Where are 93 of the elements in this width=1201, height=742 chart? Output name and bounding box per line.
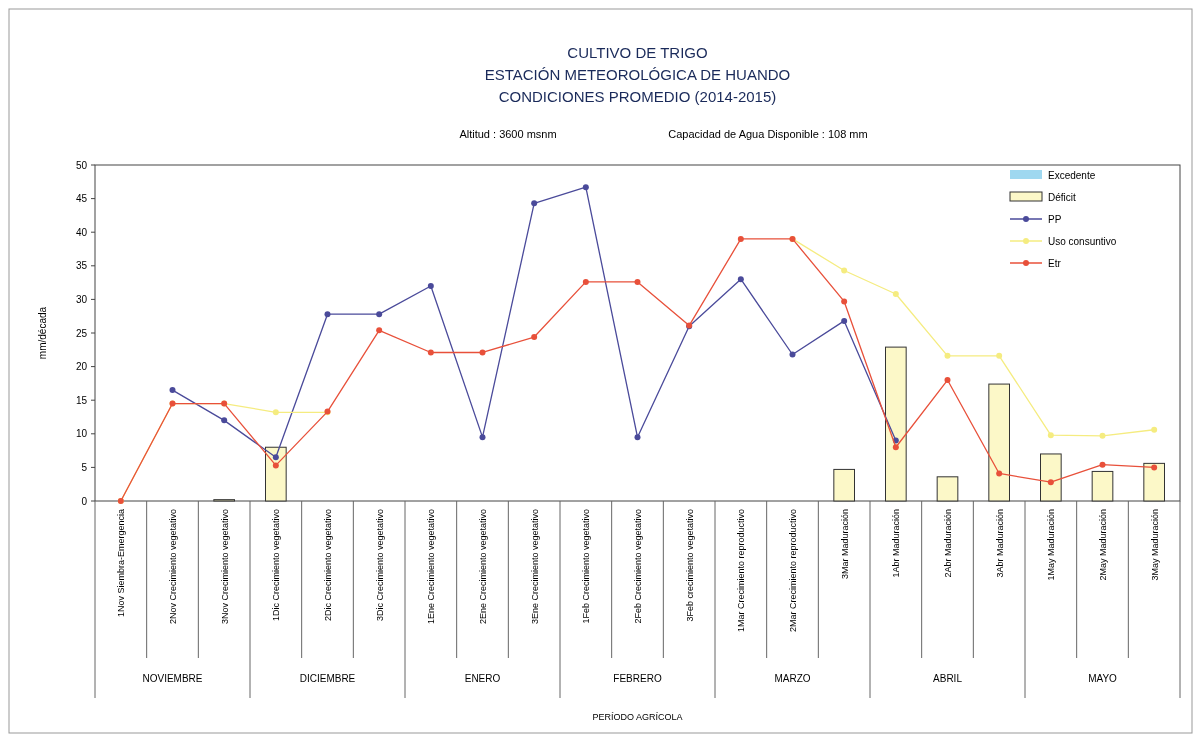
x-tick-label: 3Abr Maduración xyxy=(994,509,1005,578)
point xyxy=(841,317,848,324)
point xyxy=(841,298,848,305)
text: MARZO xyxy=(774,673,811,684)
x-tick-label: 2Nov Crecimiento vegetativo xyxy=(168,509,178,625)
x-tick-label: 2Mar Crecimiento reproductivo xyxy=(788,509,798,633)
x-tick-label: 1Nov Siembra-Emergencia xyxy=(116,509,127,618)
point xyxy=(1047,479,1054,486)
point xyxy=(996,352,1003,359)
point xyxy=(376,311,383,318)
point xyxy=(737,235,744,242)
x-tick-label: 1Feb Crecimiento vegetativo xyxy=(581,509,592,624)
point xyxy=(1099,461,1106,468)
point xyxy=(1099,432,1106,439)
point xyxy=(272,409,279,416)
point xyxy=(531,200,538,207)
point xyxy=(169,387,176,394)
point xyxy=(582,278,589,285)
text: FEBRERO xyxy=(613,673,662,684)
y-tick-label: 20 xyxy=(75,361,88,373)
x-tick-label: 3Dic Crecimiento vegetativo xyxy=(374,509,385,622)
x-tick-label: 3Nov Crecimiento vegetativo xyxy=(219,509,230,625)
y-tick-label: 30 xyxy=(75,293,88,305)
x-tick-label: 2Feb Crecimiento vegetativo xyxy=(633,509,643,624)
x-tick-label: 3Ene Crecimiento vegetativo xyxy=(529,509,540,625)
x-tick-label: 2Dic Crecimiento vegetativo xyxy=(323,509,333,622)
text: NOVIEMBRE xyxy=(142,673,203,684)
bar xyxy=(833,468,855,502)
legend-label: Uso consuntivo xyxy=(1048,236,1117,247)
y-tick-label: 45 xyxy=(75,193,88,205)
point xyxy=(272,454,279,461)
point xyxy=(582,184,589,191)
point xyxy=(1047,432,1054,439)
text: Altitud : 3600 msnm xyxy=(459,128,557,140)
text: ENERO xyxy=(464,673,501,684)
x-tick-label: 2Ene Crecimiento vegetativo xyxy=(478,509,488,625)
point xyxy=(944,377,951,384)
x-tick-label: 1Mar Crecimiento reproductivo xyxy=(736,509,747,633)
x-tick-label: 3Feb crecimiento vegetativo xyxy=(684,509,695,622)
point xyxy=(1151,464,1158,471)
text: DICIEMBRE xyxy=(299,673,356,684)
y-tick-label: 5 xyxy=(81,461,88,473)
point xyxy=(892,444,899,451)
x-tick-label: 2May Maduración xyxy=(1098,509,1108,581)
point xyxy=(634,278,641,285)
x-tick-label: 3Mar Maduración xyxy=(839,509,850,580)
point xyxy=(892,291,899,298)
text: MAYO xyxy=(1088,673,1118,684)
point xyxy=(996,470,1003,477)
y-tick-label: 10 xyxy=(75,428,88,440)
bar xyxy=(988,383,1010,502)
x-tick-label: 1Abr Maduración xyxy=(891,509,902,578)
y-axis-title: mm/década xyxy=(37,306,48,360)
legend-label: Déficit xyxy=(1048,192,1076,203)
x-tick-label: 3May Maduración xyxy=(1149,509,1160,581)
legend-label: PP xyxy=(1048,214,1062,225)
point xyxy=(789,351,796,358)
bar xyxy=(1040,453,1062,502)
point xyxy=(1151,426,1158,433)
x-tick-label: 1May Maduración xyxy=(1046,509,1057,581)
point xyxy=(841,267,848,274)
point xyxy=(272,462,279,469)
x-tick-label: 2Abr Maduración xyxy=(943,509,953,578)
point xyxy=(479,434,486,441)
point xyxy=(531,334,538,341)
y-tick-label: 50 xyxy=(75,159,88,171)
legend-label: Excedente xyxy=(1048,170,1096,181)
x-tick-label: 1Dic Crecimiento vegetativo xyxy=(271,509,282,622)
point xyxy=(479,349,486,356)
point xyxy=(221,417,228,424)
y-tick-label: 25 xyxy=(75,327,88,339)
text: ABRIL xyxy=(933,673,963,684)
point xyxy=(324,311,331,318)
x-tick-label: 1Ene Crecimiento vegetativo xyxy=(426,509,437,625)
point xyxy=(427,349,434,356)
y-tick-label: 35 xyxy=(75,260,88,272)
bar xyxy=(265,446,287,502)
text: Capacidad de Agua Disponible : 108 mm xyxy=(668,128,868,140)
point xyxy=(376,327,383,334)
y-tick-label: 40 xyxy=(75,226,88,238)
point xyxy=(737,276,744,283)
point xyxy=(944,352,951,359)
point xyxy=(634,434,641,441)
y-tick-label: 15 xyxy=(75,394,88,406)
text: PERÍODO AGRÍCOLA xyxy=(592,712,683,722)
legend-label: Etr xyxy=(1048,258,1062,269)
bar xyxy=(885,346,907,502)
bar xyxy=(1091,470,1114,502)
chart-title: CULTIVO DE TRIGO ESTACIÓN METEOROLÓGICA DE HUANDO CONDICIONES PROMEDIO (2014-2015) xyxy=(484,44,791,105)
y-tick-label: 0 xyxy=(81,495,88,507)
bar xyxy=(1143,462,1165,502)
bar xyxy=(936,476,959,502)
point xyxy=(427,282,434,289)
